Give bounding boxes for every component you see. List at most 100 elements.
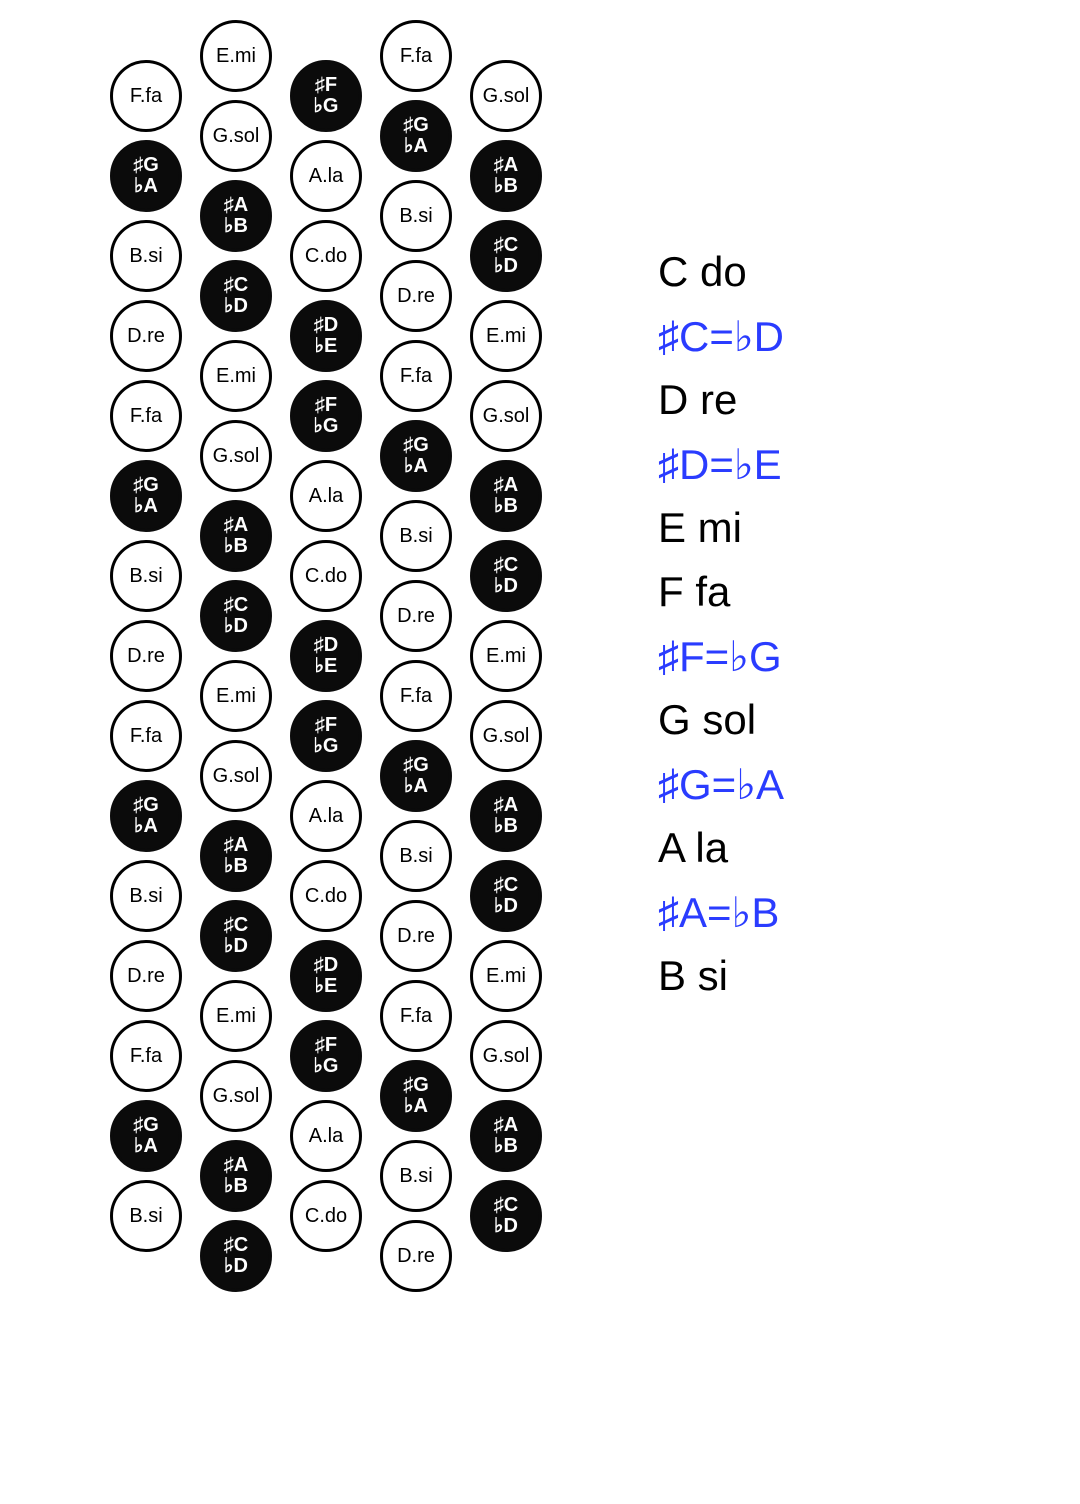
note-label-line1: F.fa: [400, 46, 432, 67]
note-label-line1: ♯G: [403, 435, 429, 456]
note-circle: ♯G♭A: [110, 460, 182, 532]
note-label-line1: D.re: [397, 926, 435, 947]
note-label-line1: B.si: [129, 246, 162, 267]
note-circle: ♯C♭D: [470, 540, 542, 612]
legend-accidental: ♯C=♭D: [658, 312, 784, 361]
legend-natural: E mi: [658, 504, 742, 552]
note-label-line1: G.sol: [213, 126, 260, 147]
note-label-line1: G.sol: [483, 726, 530, 747]
note-label-line1: B.si: [399, 1166, 432, 1187]
note-label-line2: ♭G: [314, 736, 339, 757]
note-label-line1: ♯C: [494, 875, 518, 896]
note-circle: B.si: [110, 220, 182, 292]
note-circle: F.fa: [380, 20, 452, 92]
note-label-line2: ♭G: [314, 1056, 339, 1077]
note-circle: E.mi: [200, 20, 272, 92]
note-label-line2: ♭A: [134, 816, 158, 837]
note-label-line2: ♭D: [494, 256, 518, 277]
note-label-line1: G.sol: [213, 766, 260, 787]
note-label-line1: D.re: [397, 606, 435, 627]
note-label-line2: ♭G: [314, 416, 339, 437]
note-label-line2: ♭D: [224, 296, 248, 317]
note-circle: ♯C♭D: [470, 1180, 542, 1252]
note-circle: D.re: [110, 940, 182, 1012]
note-circle: E.mi: [200, 340, 272, 412]
note-circle: ♯C♭D: [470, 860, 542, 932]
note-circle: E.mi: [470, 300, 542, 372]
note-circle: ♯G♭A: [380, 740, 452, 812]
note-circle: F.fa: [110, 60, 182, 132]
note-circle: D.re: [380, 1220, 452, 1292]
note-circle: ♯C♭D: [200, 900, 272, 972]
note-circle: ♯F♭G: [290, 60, 362, 132]
note-circle: G.sol: [470, 380, 542, 452]
note-label-line1: F.fa: [400, 366, 432, 387]
note-label-line1: A.la: [309, 166, 343, 187]
note-label-line1: ♯F: [315, 1035, 337, 1056]
note-circle: D.re: [110, 300, 182, 372]
note-circle: F.fa: [380, 340, 452, 412]
note-label-line1: ♯C: [494, 235, 518, 256]
note-circle: ♯A♭B: [470, 140, 542, 212]
note-circle: A.la: [290, 460, 362, 532]
note-circle: F.fa: [110, 380, 182, 452]
note-label-line2: ♭D: [224, 616, 248, 637]
note-circle: G.sol: [200, 740, 272, 812]
note-label-line2: ♭D: [224, 1256, 248, 1277]
note-circle: C.do: [290, 860, 362, 932]
note-label-line2: ♭B: [494, 816, 518, 837]
note-label-line1: ♯A: [224, 195, 248, 216]
note-label-line1: B.si: [399, 846, 432, 867]
note-circle: A.la: [290, 140, 362, 212]
note-label-line1: B.si: [399, 526, 432, 547]
note-label-line1: E.mi: [216, 366, 256, 387]
note-circle: ♯A♭B: [200, 1140, 272, 1212]
note-label-line1: ♯A: [224, 835, 248, 856]
note-label-line1: G.sol: [483, 86, 530, 107]
note-circle: G.sol: [470, 700, 542, 772]
note-label-line2: ♭A: [134, 176, 158, 197]
note-circle: F.fa: [110, 1020, 182, 1092]
note-label-line2: ♭E: [315, 656, 338, 677]
note-circle: G.sol: [200, 100, 272, 172]
note-circle: G.sol: [200, 420, 272, 492]
note-label-line1: F.fa: [130, 1046, 162, 1067]
note-circle: ♯G♭A: [110, 780, 182, 852]
note-label-line1: ♯D: [314, 315, 338, 336]
note-circle: ♯A♭B: [470, 1100, 542, 1172]
note-label-line1: G.sol: [483, 1046, 530, 1067]
note-circle: G.sol: [470, 60, 542, 132]
note-label-line2: ♭B: [494, 1136, 518, 1157]
note-label-line1: D.re: [127, 326, 165, 347]
note-label-line1: B.si: [129, 886, 162, 907]
note-label-line1: E.mi: [486, 966, 526, 987]
note-circle: C.do: [290, 220, 362, 292]
note-circle: B.si: [380, 820, 452, 892]
note-label-line1: ♯A: [224, 515, 248, 536]
note-circle: B.si: [380, 180, 452, 252]
note-circle: ♯D♭E: [290, 620, 362, 692]
note-circle: ♯F♭G: [290, 700, 362, 772]
note-label-line1: A.la: [309, 806, 343, 827]
note-circle: ♯G♭A: [380, 100, 452, 172]
note-circle: ♯G♭A: [380, 420, 452, 492]
note-circle: G.sol: [470, 1020, 542, 1092]
note-circle: ♯G♭A: [380, 1060, 452, 1132]
note-circle: ♯F♭G: [290, 380, 362, 452]
note-circle: ♯A♭B: [470, 780, 542, 852]
note-label-line2: ♭E: [315, 336, 338, 357]
legend-natural: F fa: [658, 568, 730, 616]
note-label-line1: ♯G: [403, 755, 429, 776]
note-circle: A.la: [290, 1100, 362, 1172]
note-label-line1: ♯G: [133, 1115, 159, 1136]
note-label-line2: ♭A: [134, 496, 158, 517]
note-circle: B.si: [380, 500, 452, 572]
note-circle: D.re: [110, 620, 182, 692]
note-label-line2: ♭A: [134, 1136, 158, 1157]
note-label-line1: C.do: [305, 886, 347, 907]
note-label-line1: E.mi: [216, 1006, 256, 1027]
note-circle: B.si: [110, 1180, 182, 1252]
note-label-line1: E.mi: [216, 686, 256, 707]
note-circle: E.mi: [470, 620, 542, 692]
note-label-line1: F.fa: [400, 1006, 432, 1027]
